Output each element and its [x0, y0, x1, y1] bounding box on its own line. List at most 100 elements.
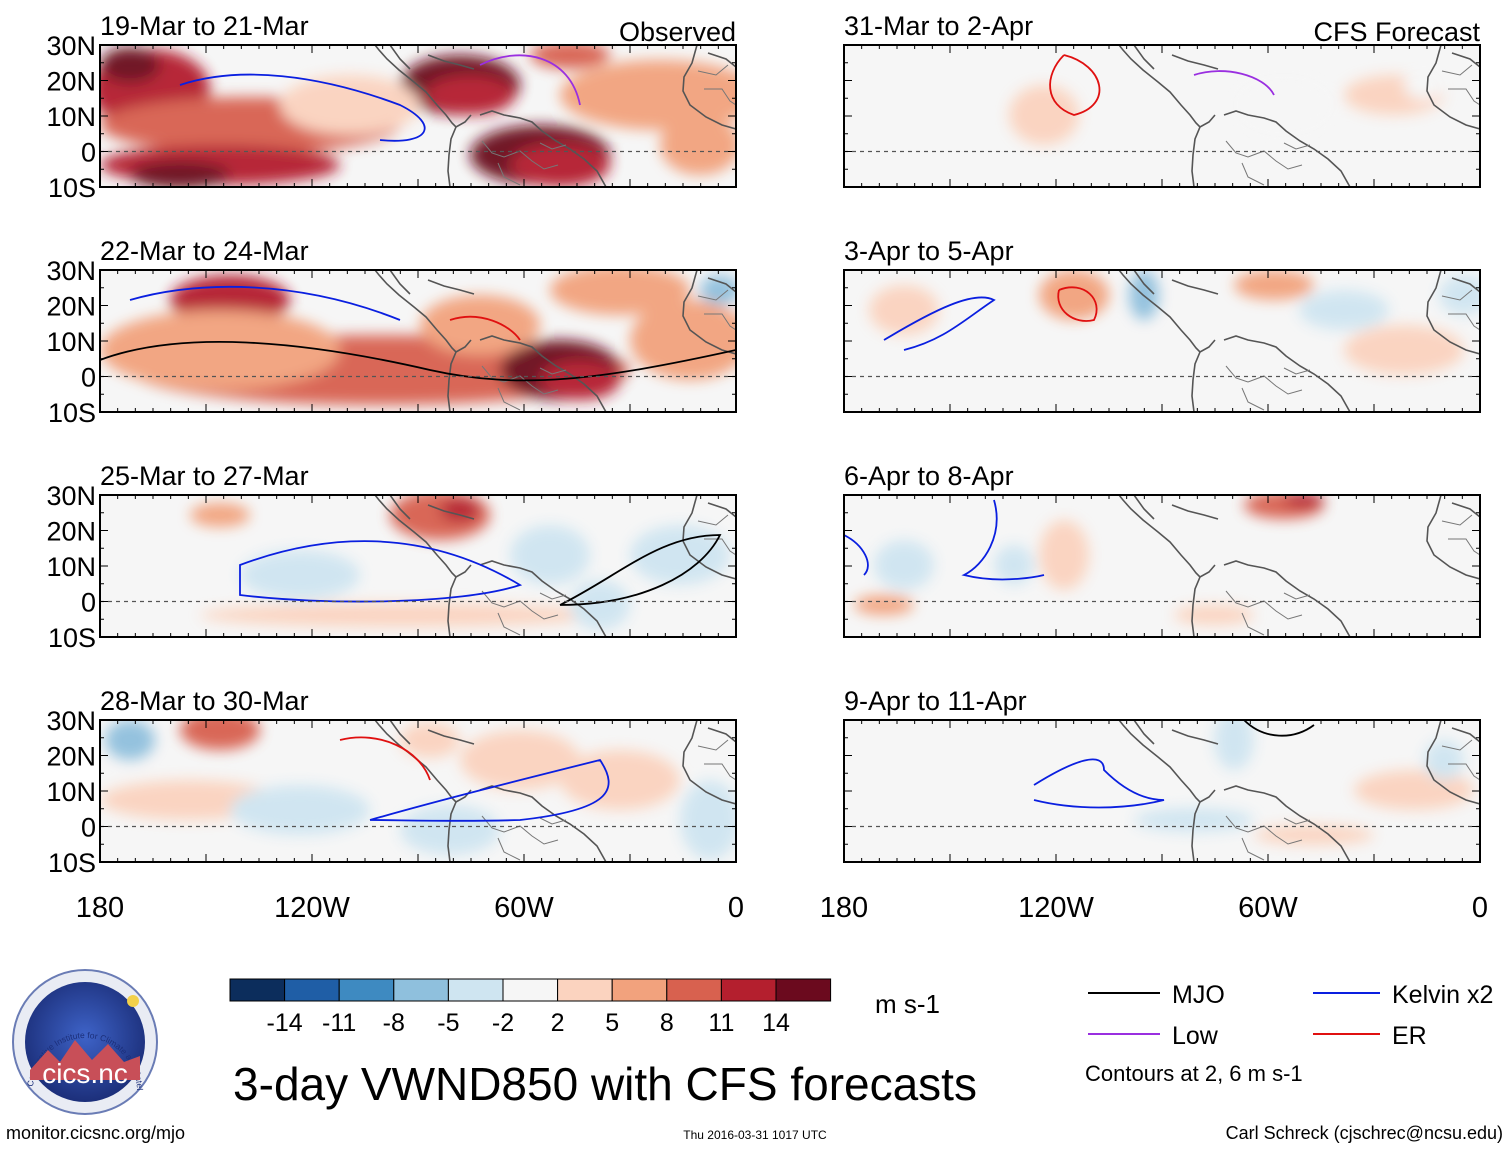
figure-title: 3-day VWND850 with CFS forecasts: [233, 1058, 977, 1110]
map-panel: 31-Mar to 2-Apr CFS Forecast: [843, 11, 1481, 188]
contour-line: [1049, 54, 1101, 116]
contour-line: [961, 499, 1045, 581]
colorbar-swatch: [720, 978, 777, 1002]
legend-label-er: ER: [1392, 1022, 1427, 1050]
wind-anomaly-field: [869, 270, 1480, 412]
anomaly-patch: [1234, 270, 1314, 300]
footer-url: monitor.cicsnc.org/mjo: [6, 1123, 185, 1143]
anomaly-patch: [400, 805, 500, 855]
panel-date-range: 28-Mar to 30-Mar: [100, 686, 309, 716]
anomaly-patch: [100, 47, 160, 83]
longitude-label: 120W: [1018, 892, 1094, 924]
latitude-label: 10S: [48, 398, 96, 428]
anomaly-patch: [560, 750, 680, 810]
anomaly-patch: [425, 75, 515, 115]
contour-line: [339, 736, 431, 781]
latitude-label: 0: [81, 813, 96, 843]
panel-date-range: 9-Apr to 11-Apr: [844, 686, 1027, 716]
wind-anomaly-field: [1033, 720, 1480, 862]
colorbar-swatch: [775, 978, 832, 1002]
anomaly-patch: [400, 722, 460, 758]
longitude-label: 60W: [494, 892, 554, 924]
latitude-label: 20N: [46, 517, 96, 547]
country-borders: [1225, 289, 1480, 411]
panel-date-range: 22-Mar to 24-Mar: [100, 236, 309, 266]
anomaly-patch: [130, 161, 230, 187]
latitude-label: 0: [81, 363, 96, 393]
contour-line: [369, 758, 610, 822]
anomaly-patch: [180, 720, 260, 750]
legend-label-kelvin: Kelvin x2: [1392, 981, 1493, 1009]
anomaly-patch: [854, 595, 914, 615]
country-borders: [481, 739, 736, 861]
anomaly-patch: [874, 540, 934, 590]
contour-legend: MJO Kelvin x2 Low ER Contours at 2, 6 m …: [1085, 981, 1493, 1086]
panel-date-range: 3-Apr to 5-Apr: [844, 236, 1014, 266]
colorbar: -14 -11 -8 -5 -2 2 5 8 11 14: [229, 978, 832, 1037]
contour-line: [449, 315, 521, 341]
panel-date-range: 25-Mar to 27-Mar: [100, 461, 309, 491]
contour-line: [100, 340, 736, 382]
anomaly-patch: [510, 143, 610, 187]
colorbar-swatch: [338, 978, 395, 1002]
latitude-label: 10N: [46, 327, 96, 357]
anomaly-patch: [1039, 270, 1109, 320]
colorbar-swatch: [557, 978, 613, 1002]
coastline: [1118, 720, 1480, 862]
colorbar-swatch: [611, 978, 668, 1002]
wind-anomaly-field: [100, 45, 736, 187]
colorbar-swatch: [393, 978, 449, 1002]
country-borders: [481, 514, 736, 636]
anomaly-patch: [1439, 275, 1480, 315]
coastline: [1118, 270, 1480, 412]
anomaly-patch: [560, 60, 736, 130]
anomaly-patch: [240, 550, 360, 600]
colorbar-swatch: [447, 978, 504, 1002]
panel-date-range: 31-Mar to 2-Apr: [844, 11, 1033, 41]
latitude-label: 10N: [46, 552, 96, 582]
contour-line: [479, 54, 581, 106]
logo-wordmark: cics.nc: [42, 1058, 128, 1089]
legend-label-mjo: MJO: [1172, 981, 1225, 1009]
colorbar-swatch: [229, 978, 286, 1002]
wind-anomaly-field: [844, 495, 1480, 637]
colorbar-swatch: [284, 978, 340, 1002]
anomaly-patch: [105, 720, 155, 760]
anomaly-patch: [510, 525, 590, 585]
colorbar-label: 5: [605, 1009, 619, 1037]
map-panel: 6-Apr to 8-Apr: [843, 461, 1481, 638]
longitude-label: 180: [76, 892, 124, 924]
longitude-axis-right: 180 120W 60W 0: [820, 892, 1488, 924]
anomaly-patch: [1039, 520, 1089, 590]
latitude-label: 10S: [48, 623, 96, 653]
latitude-label: 10N: [46, 777, 96, 807]
wind-anomaly-field: [100, 270, 736, 412]
footer-timestamp: Thu 2016-03-31 1017 UTC: [683, 1128, 827, 1142]
anomaly-patch: [1344, 325, 1464, 375]
latitude-label: 30N: [46, 706, 96, 736]
country-borders: [1225, 64, 1480, 186]
anomaly-patch: [1174, 605, 1254, 625]
country-borders: [481, 64, 736, 186]
colorbar-label: -2: [492, 1009, 514, 1037]
contour-line: [844, 534, 869, 576]
wind-anomaly-field: [100, 720, 736, 862]
anomaly-patch: [1234, 75, 1334, 135]
coastline: [374, 720, 736, 862]
anomaly-patch: [680, 780, 736, 860]
coastline: [1118, 495, 1480, 637]
coastline: [374, 270, 736, 412]
map-panel: 9-Apr to 11-Apr: [843, 686, 1481, 863]
anomaly-patch: [1299, 290, 1389, 330]
anomaly-patch: [1404, 70, 1444, 100]
anomaly-patch: [100, 310, 340, 390]
colorbar-label: -14: [267, 1009, 303, 1037]
map-panel: 19-Mar to 21-Mar Observed 30N 20N 10N 0 10S: [46, 11, 737, 203]
anomaly-patch: [230, 785, 370, 835]
contour-line: [129, 285, 401, 321]
anomaly-patch: [1214, 720, 1254, 770]
coastline: [374, 45, 736, 187]
